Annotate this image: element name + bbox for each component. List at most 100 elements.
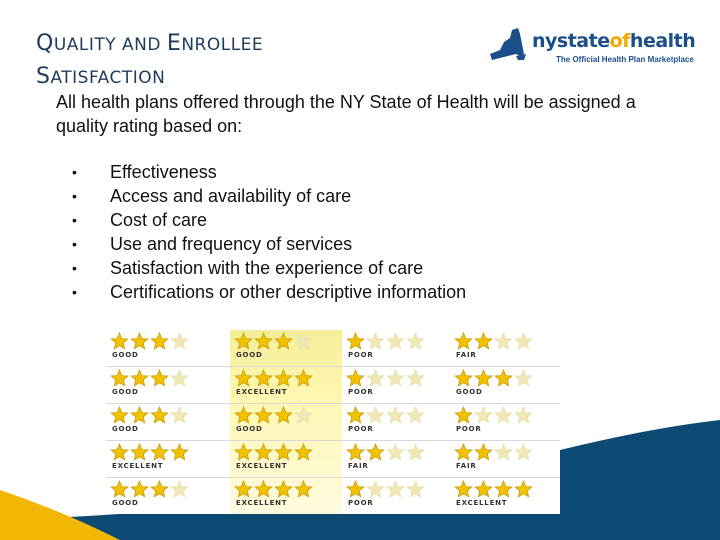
logo-wordmark: nystateofhealth bbox=[532, 30, 696, 52]
rating-cell: GOOD bbox=[450, 367, 558, 404]
rating-cell: GOOD bbox=[106, 330, 214, 367]
star-empty-icon bbox=[406, 332, 425, 350]
ratings-row-divider bbox=[106, 403, 560, 404]
star-filled-icon bbox=[170, 443, 189, 461]
star-empty-icon bbox=[514, 443, 533, 461]
star-filled-icon bbox=[514, 480, 533, 498]
new-york-state-map-icon bbox=[490, 28, 526, 60]
star-filled-icon bbox=[150, 443, 169, 461]
rating-cell: GOOD bbox=[230, 330, 338, 367]
yellow-wave-decoration bbox=[0, 490, 120, 540]
star-rating bbox=[234, 369, 314, 389]
star-empty-icon bbox=[386, 480, 405, 498]
rating-label: GOOD bbox=[112, 388, 139, 396]
rating-cell: GOOD bbox=[106, 404, 214, 441]
bullet-glyph: • bbox=[72, 236, 77, 252]
star-filled-icon bbox=[454, 480, 473, 498]
rating-label: GOOD bbox=[112, 425, 139, 433]
star-filled-icon bbox=[494, 480, 513, 498]
star-filled-icon bbox=[234, 406, 253, 424]
star-filled-icon bbox=[454, 406, 473, 424]
criteria-item-label: Satisfaction with the experience of care bbox=[110, 258, 424, 278]
intro-paragraph: All health plans offered through the NY … bbox=[56, 92, 636, 136]
rating-label: GOOD bbox=[112, 351, 139, 359]
star-empty-icon bbox=[170, 406, 189, 424]
rating-label: POOR bbox=[348, 388, 374, 396]
star-filled-icon bbox=[294, 369, 313, 387]
rating-cell: EXCELLENT bbox=[230, 441, 338, 478]
star-filled-icon bbox=[110, 480, 129, 498]
star-empty-icon bbox=[386, 406, 405, 424]
criteria-item-label: Access and availability of care bbox=[110, 186, 352, 206]
star-empty-icon bbox=[386, 369, 405, 387]
rating-cell: POOR bbox=[342, 367, 450, 404]
star-filled-icon bbox=[254, 369, 273, 387]
rating-cell: GOOD bbox=[106, 367, 214, 404]
rating-cell: POOR bbox=[342, 330, 450, 367]
star-filled-icon bbox=[234, 369, 253, 387]
rating-cell: EXCELLENT bbox=[106, 441, 214, 478]
rating-cell: POOR bbox=[450, 404, 558, 441]
star-filled-icon bbox=[234, 480, 253, 498]
star-rating bbox=[234, 443, 314, 463]
star-filled-icon bbox=[274, 369, 293, 387]
star-filled-icon bbox=[294, 480, 313, 498]
star-filled-icon bbox=[454, 332, 473, 350]
star-filled-icon bbox=[346, 406, 365, 424]
rating-cell: POOR bbox=[342, 404, 450, 441]
criteria-item-label: Effectiveness bbox=[110, 162, 217, 182]
star-rating bbox=[110, 406, 190, 426]
star-empty-icon bbox=[514, 369, 533, 387]
rating-cell: GOOD bbox=[230, 404, 338, 441]
star-filled-icon bbox=[254, 480, 273, 498]
ratings-row-divider bbox=[106, 477, 560, 478]
star-empty-icon bbox=[514, 406, 533, 424]
star-rating bbox=[346, 480, 426, 500]
rating-label: EXCELLENT bbox=[236, 499, 288, 507]
criteria-item-label: Certifications or other descriptive info… bbox=[110, 282, 467, 302]
rating-cell: FAIR bbox=[342, 441, 450, 478]
rating-label: EXCELLENT bbox=[456, 499, 508, 507]
bullet-glyph: • bbox=[72, 260, 77, 276]
rating-label: POOR bbox=[348, 351, 374, 359]
star-empty-icon bbox=[366, 369, 385, 387]
ratings-row-divider bbox=[106, 440, 560, 441]
star-empty-icon bbox=[406, 369, 425, 387]
star-filled-icon bbox=[474, 369, 493, 387]
star-filled-icon bbox=[494, 369, 513, 387]
star-rating bbox=[234, 406, 314, 426]
rating-label: GOOD bbox=[456, 388, 483, 396]
star-filled-icon bbox=[254, 443, 273, 461]
rating-cell: EXCELLENT bbox=[450, 478, 558, 515]
star-rating bbox=[234, 332, 314, 352]
rating-cell: POOR bbox=[342, 478, 450, 515]
star-filled-icon bbox=[454, 369, 473, 387]
star-empty-icon bbox=[294, 406, 313, 424]
star-filled-icon bbox=[130, 443, 149, 461]
star-filled-icon bbox=[346, 443, 365, 461]
star-rating bbox=[346, 443, 426, 463]
star-filled-icon bbox=[254, 406, 273, 424]
star-rating bbox=[454, 406, 534, 426]
star-empty-icon bbox=[494, 406, 513, 424]
star-filled-icon bbox=[150, 406, 169, 424]
rating-cell: EXCELLENT bbox=[230, 367, 338, 404]
star-filled-icon bbox=[130, 369, 149, 387]
bullet-glyph: • bbox=[72, 284, 77, 300]
star-filled-icon bbox=[150, 369, 169, 387]
star-filled-icon bbox=[110, 406, 129, 424]
star-empty-icon bbox=[494, 332, 513, 350]
title-initial-s: S bbox=[36, 64, 51, 89]
bullet-glyph: • bbox=[72, 188, 77, 204]
star-empty-icon bbox=[170, 480, 189, 498]
rating-label: FAIR bbox=[456, 462, 477, 470]
star-filled-icon bbox=[234, 443, 253, 461]
star-filled-icon bbox=[274, 406, 293, 424]
rating-label: GOOD bbox=[112, 499, 139, 507]
star-empty-icon bbox=[514, 332, 533, 350]
criteria-item-label: Use and frequency of services bbox=[110, 234, 353, 254]
star-rating bbox=[110, 480, 190, 500]
star-filled-icon bbox=[294, 443, 313, 461]
star-rating bbox=[234, 480, 314, 500]
star-empty-icon bbox=[406, 480, 425, 498]
